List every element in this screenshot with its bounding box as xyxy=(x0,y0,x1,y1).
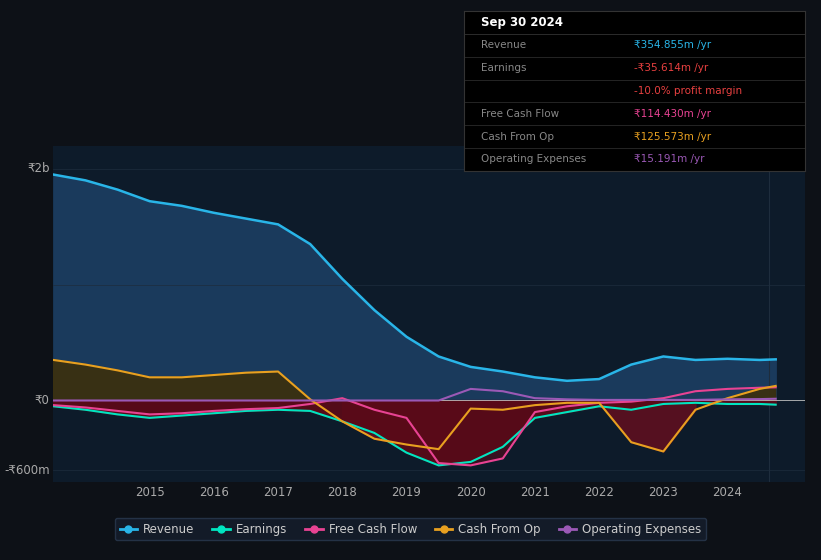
Text: Sep 30 2024: Sep 30 2024 xyxy=(481,16,563,29)
Text: ₹114.430m /yr: ₹114.430m /yr xyxy=(635,109,711,119)
Text: ₹0: ₹0 xyxy=(34,394,49,407)
Text: Free Cash Flow: Free Cash Flow xyxy=(481,109,559,119)
Text: Revenue: Revenue xyxy=(481,40,526,50)
Text: ₹125.573m /yr: ₹125.573m /yr xyxy=(635,132,711,142)
Text: Operating Expenses: Operating Expenses xyxy=(481,155,586,165)
Text: ₹15.191m /yr: ₹15.191m /yr xyxy=(635,155,704,165)
Text: ₹2b: ₹2b xyxy=(27,162,49,175)
Text: -10.0% profit margin: -10.0% profit margin xyxy=(635,86,742,96)
Text: Cash From Op: Cash From Op xyxy=(481,132,554,142)
Legend: Revenue, Earnings, Free Cash Flow, Cash From Op, Operating Expenses: Revenue, Earnings, Free Cash Flow, Cash … xyxy=(115,518,706,540)
Text: Earnings: Earnings xyxy=(481,63,526,73)
Text: -₹600m: -₹600m xyxy=(4,464,49,477)
Text: -₹35.614m /yr: -₹35.614m /yr xyxy=(635,63,709,73)
Text: ₹354.855m /yr: ₹354.855m /yr xyxy=(635,40,711,50)
